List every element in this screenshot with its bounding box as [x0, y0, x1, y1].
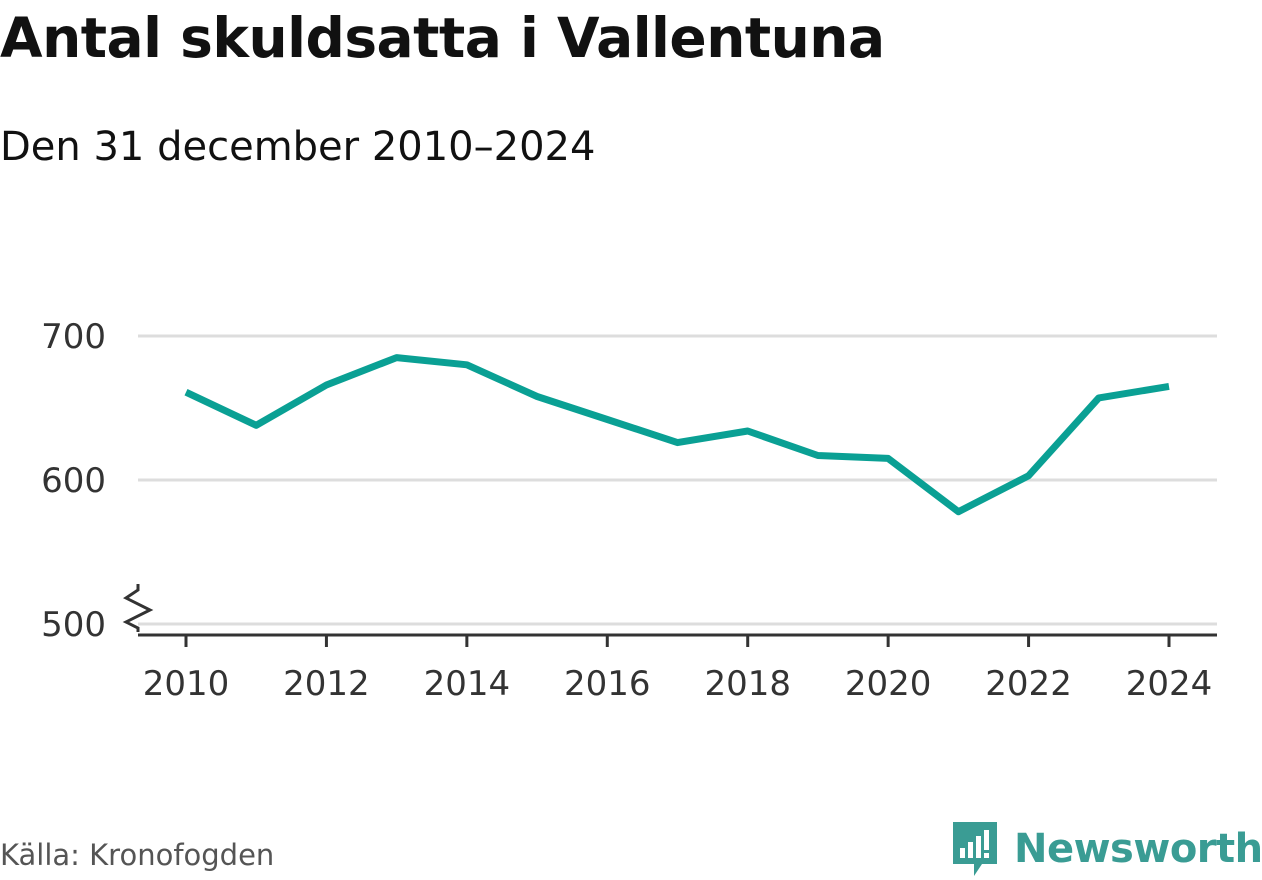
x-tick-label-2016: 2016 [564, 664, 651, 704]
y-tick-label-500: 500 [41, 605, 106, 645]
x-tick-label-2014: 2014 [424, 664, 511, 704]
series-line [184, 354, 1170, 516]
newsworthy-logo-icon [953, 822, 997, 876]
brand-name: Newsworthy [1014, 826, 1262, 872]
chart-title: Antal skuldsatta i Vallentuna [0, 6, 885, 70]
x-axis [122, 584, 1217, 647]
y-tick-label-600: 600 [41, 461, 106, 501]
brand-logo: Newsworthy [950, 818, 1262, 880]
x-tick-label-2012: 2012 [283, 664, 370, 704]
axis-break-marker [122, 584, 154, 632]
y-tick-label-700: 700 [41, 317, 106, 357]
gridlines [138, 334, 1217, 626]
x-tick-label-2022: 2022 [985, 664, 1072, 704]
x-axis-labels: 2010 2012 2014 2016 2018 2020 2022 2024 [143, 664, 1213, 704]
source-note: Källa: Kronofogden [0, 838, 275, 872]
y-axis-labels: 500 600 700 [41, 317, 106, 645]
x-tick-label-2020: 2020 [845, 664, 932, 704]
x-tick-label-2024: 2024 [1126, 664, 1213, 704]
x-tick-label-2018: 2018 [704, 664, 791, 704]
chart-subtitle: Den 31 december 2010–2024 [0, 124, 596, 170]
series [184, 354, 1170, 516]
x-tick-label-2010: 2010 [143, 664, 230, 704]
